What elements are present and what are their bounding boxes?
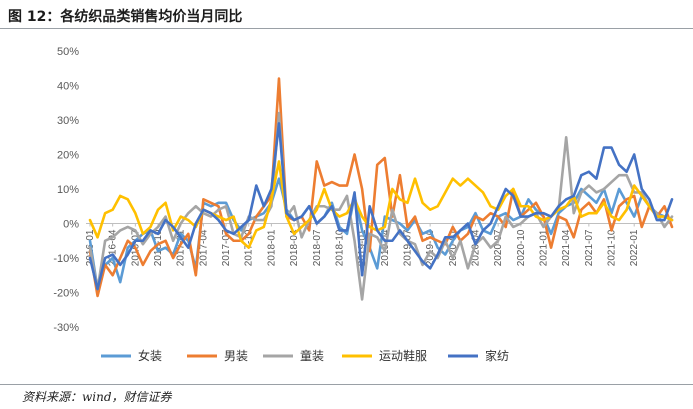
y-tick-label: 0% [63,219,79,231]
source-note: 资料来源：wind，财信证券 [22,390,172,404]
series-line-3 [88,111,674,301]
x-tick-label: 2020-01 [448,229,459,266]
y-tick-label: 10% [57,184,79,196]
title-rule [0,28,693,29]
x-tick-label: 2022-01 [629,229,640,266]
x-tick-label: 2021-07 [584,229,595,266]
x-tick-label: 2016-10 [153,229,164,266]
x-tick-label: 2021-04 [561,229,572,266]
x-tick-label: 2020-10 [516,229,527,266]
x-tick-label: 2019-10 [425,229,436,266]
y-tick-label: -30% [53,322,79,334]
y-tick-label: -20% [53,288,79,300]
series-line-4 [88,160,674,249]
y-tick-label: 40% [57,81,79,93]
y-tick-label: -10% [53,253,79,265]
x-tick-label: 2018-01 [266,229,277,266]
legend-label: 运动鞋服 [379,348,427,363]
legend-label: 男装 [224,349,248,363]
y-tick-label: 30% [57,115,79,127]
x-tick-label: 2017-04 [198,229,209,266]
x-tick-label: 2019-01 [357,229,368,266]
x-tick-label: 2019-07 [402,229,413,266]
legend-label: 童装 [300,348,324,363]
line-chart: -30%-20%-10%0%10%20%30%40%50% 2016-01 201… [53,46,674,363]
source-rule [0,384,693,385]
legend-label: 女装 [138,348,162,363]
x-tick-label: 2018-07 [312,229,323,266]
x-tick-label: 2017-07 [221,229,232,266]
x-tick-label: 2018-04 [289,229,300,266]
legend-label: 家纺 [485,348,509,363]
x-tick-label: 2017-01 [176,229,187,266]
series-line-5 [88,122,674,291]
legend: 女装 男装 童装 运动鞋服 家纺 [101,348,509,363]
y-tick-label: 50% [57,46,79,58]
x-tick-label: 2016-04 [108,229,119,266]
y-axis: -30% -20% -10% 0% 10% 20% 30% 40% 50% [53,46,79,334]
x-tick-label: 2018-10 [334,229,345,266]
series-layer [88,77,674,301]
x-tick-label: 2021-10 [607,229,618,266]
x-tick-label: 2020-07 [493,229,504,266]
y-tick-label: 20% [57,150,79,162]
series-line-2 [88,77,674,298]
figure-title: 图 12：各纺织品类销售均价当月同比 [8,9,243,25]
x-tick-label: 2021-01 [539,229,550,266]
x-tick-label: 2020-04 [470,229,481,266]
